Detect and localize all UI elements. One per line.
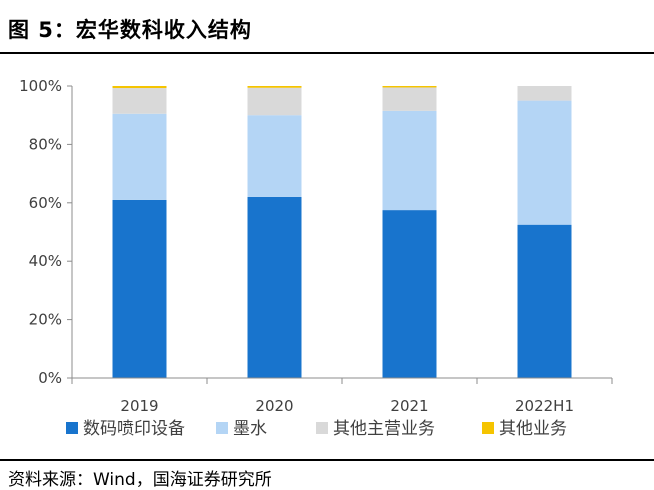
x-tick-label: 2022H1 xyxy=(515,397,574,415)
y-tick-label: 80% xyxy=(29,135,62,153)
bar-segment xyxy=(382,110,437,211)
x-axis: 2019 2020 2021 2022H1 xyxy=(71,377,613,415)
bar-segment xyxy=(112,86,167,89)
bar-segment xyxy=(112,199,167,378)
bar-segment xyxy=(247,196,302,378)
title-divider xyxy=(0,52,654,54)
bar-segment xyxy=(112,88,167,114)
x-tick-label: 2019 xyxy=(120,397,158,415)
legend: 数码喷印设备 墨水 其他主营业务 其他业务 xyxy=(66,419,567,439)
legend-swatch xyxy=(316,422,328,434)
bar-segment xyxy=(247,115,302,197)
bar-segment xyxy=(382,210,437,378)
y-tick-label: 40% xyxy=(29,252,62,270)
bar-segment xyxy=(382,86,437,88)
bar-segment xyxy=(517,224,572,378)
y-axis: 0% 20% 40% 60% 80% 100% xyxy=(19,77,73,387)
y-tick-label: 100% xyxy=(19,77,62,95)
source-divider xyxy=(0,459,654,461)
legend-label: 其他主营业务 xyxy=(333,419,435,439)
bar-segment xyxy=(247,87,302,116)
legend-label: 数码喷印设备 xyxy=(83,419,185,439)
figure-title: 图 5：宏华数科收入结构 xyxy=(8,18,252,42)
bar-segment xyxy=(112,113,167,200)
legend-label: 其他业务 xyxy=(499,419,567,439)
bars-group xyxy=(112,86,572,378)
bar-segment xyxy=(517,100,572,225)
x-tick-label: 2020 xyxy=(255,397,293,415)
bar-segment xyxy=(382,87,437,111)
y-tick-label: 20% xyxy=(29,311,62,329)
stacked-bar-chart: 0% 20% 40% 60% 80% 100% 2019 2020 2021 2022H1 数码… xyxy=(19,77,613,439)
bar-segment xyxy=(247,86,302,88)
legend-swatch xyxy=(66,422,78,434)
bar-segment xyxy=(517,86,572,101)
y-tick-label: 0% xyxy=(38,369,62,387)
source-note: 资料来源：Wind，国海证券研究所 xyxy=(8,470,272,490)
y-tick-label: 60% xyxy=(29,194,62,212)
x-tick-label: 2021 xyxy=(390,397,428,415)
legend-swatch xyxy=(482,422,494,434)
legend-label: 墨水 xyxy=(233,419,267,439)
legend-swatch xyxy=(216,422,228,434)
